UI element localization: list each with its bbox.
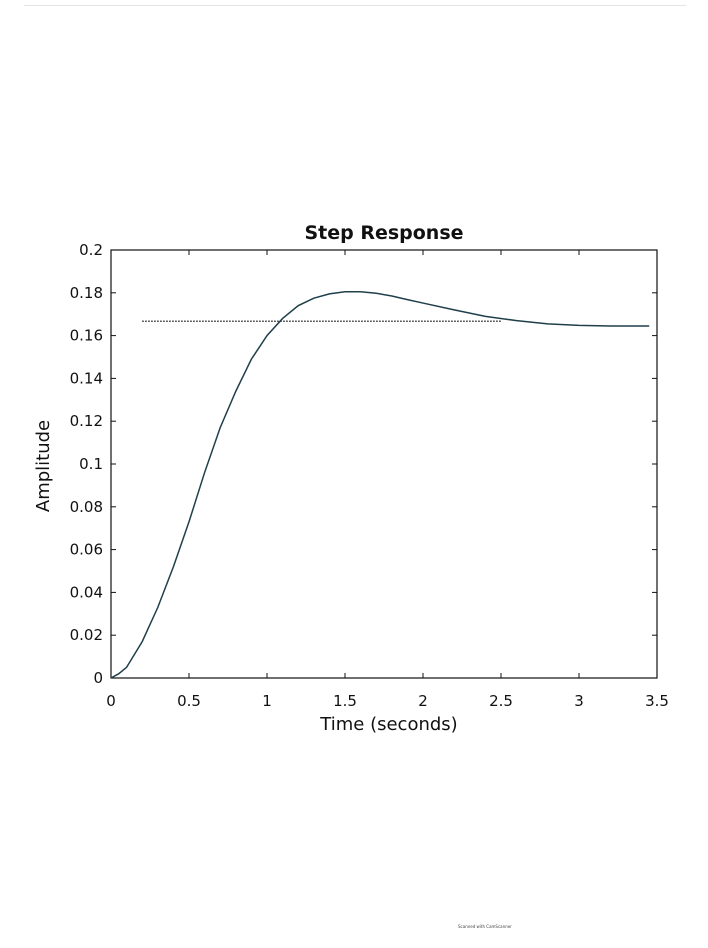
x-tick-label: 1.5 [333,692,357,710]
y-tick-label: 0.16 [70,327,103,345]
y-axis-label: Amplitude [33,420,54,512]
scanner-footer: Scanned with CamScanner [458,924,512,929]
x-tick-label: 3.5 [645,692,669,710]
y-tick-label: 0.04 [70,583,103,601]
x-axis-label: Time (seconds) [319,714,457,735]
step-response-series-line [110,290,650,679]
x-axis-ticks: 0 0.5 1 1.5 2 2.5 3 3.5 [106,250,669,710]
y-tick-label: 0.1 [79,455,103,473]
y-tick-label: 0.02 [70,626,103,644]
y-tick-label: 0.12 [70,412,103,430]
x-tick-label: 2.5 [489,692,513,710]
x-tick-label: 2 [418,692,428,710]
y-tick-label: 0.08 [70,498,103,516]
y-tick-label: 0 [93,669,103,687]
x-tick-label: 0 [106,692,116,710]
x-tick-label: 0.5 [177,692,201,710]
x-tick-label: 3 [574,692,584,710]
chart-title: Step Response [304,222,463,244]
y-tick-label: 0.06 [70,541,103,559]
plot-frame [110,249,658,679]
scan-top-edge [24,5,686,6]
y-axis-ticks: 0 0.02 0.04 0.06 0.08 0.1 0.12 0.14 0.16 0.18 0.2 [70,241,657,687]
x-tick-label: 1 [262,692,272,710]
y-tick-label: 0.14 [70,369,103,387]
y-tick-label: 0.18 [70,284,103,302]
y-tick-label: 0.2 [79,241,103,259]
